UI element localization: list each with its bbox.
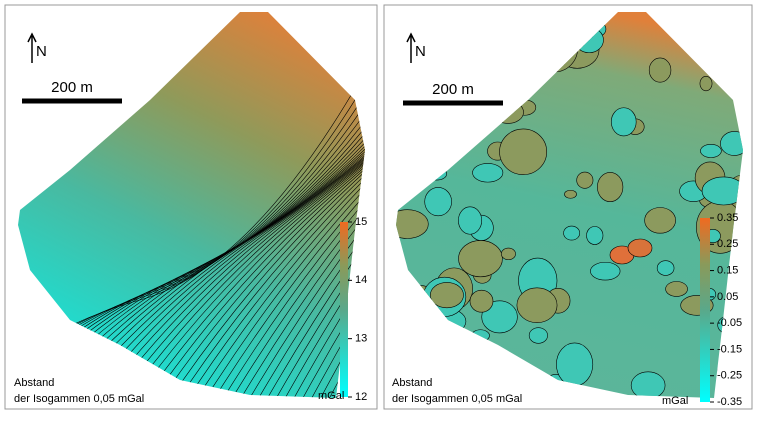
contour-blob [644, 207, 676, 234]
colorbar-label: 13 [355, 333, 367, 345]
colorbar-label: 15 [355, 216, 367, 228]
contour-blob [597, 172, 624, 202]
contour-line [227, 12, 365, 398]
north-arrow [27, 32, 37, 63]
colorbar-label: -0.25 [717, 370, 742, 382]
contour-line [209, 12, 365, 398]
contour-blob [699, 75, 713, 92]
contour-blob [481, 300, 518, 334]
contour-line [110, 22, 365, 398]
north-label: N [36, 43, 47, 60]
contour-blob [528, 327, 548, 344]
caption: Abstand [392, 377, 432, 389]
colorbar-label: 14 [355, 274, 367, 286]
contour-line [83, 31, 365, 398]
colorbar-label: 0.25 [717, 238, 738, 250]
contour-blob [458, 206, 483, 235]
contour-line [101, 25, 365, 398]
contour-blob [701, 176, 743, 206]
caption: der Isogammen 0,05 mGal [392, 393, 522, 405]
contour-line [236, 12, 365, 398]
colorbar [340, 222, 348, 397]
contour-line [119, 19, 365, 398]
contour-line [74, 34, 365, 398]
contour-line [245, 12, 365, 398]
caption: der Isogammen 0,05 mGal [14, 393, 144, 405]
contour-line [254, 12, 365, 398]
caption: Abstand [14, 377, 54, 389]
contour-blob [586, 226, 604, 245]
contour-line [191, 12, 365, 398]
scale-label: 200 m [51, 79, 93, 96]
scale-label: 200 m [432, 81, 474, 98]
contour-blob [700, 144, 722, 158]
contour-blob [627, 238, 653, 258]
contour-blob [430, 282, 464, 309]
contour-blob [564, 189, 577, 199]
contour-blob [500, 247, 516, 261]
north-label: N [415, 43, 426, 60]
contour-blob [665, 281, 688, 297]
contour-line [200, 12, 365, 398]
unit-label: mGal [662, 395, 688, 407]
contour-blob [424, 187, 452, 217]
colorbar-label: 0.15 [717, 264, 738, 276]
north-arrow [406, 32, 416, 63]
colorbar-label: 0.35 [717, 212, 738, 224]
contour-line [18, 76, 365, 398]
contour-blob [563, 225, 581, 241]
contour-blob [472, 163, 504, 183]
contour-line [218, 12, 365, 398]
contour-line [155, 12, 365, 398]
contour-blob [648, 57, 672, 83]
colorbar [700, 218, 710, 402]
contour-line [281, 12, 365, 398]
contour-line [137, 13, 365, 398]
contour-line [173, 12, 365, 398]
contour-line [128, 16, 365, 398]
contour-line [182, 12, 365, 398]
contour-blob [590, 261, 621, 281]
colorbar-label: -0.15 [717, 343, 742, 355]
contour-line [65, 37, 365, 398]
colorbar-label: 0.05 [717, 291, 738, 303]
contour-line [272, 12, 365, 398]
unit-label: mGal [318, 390, 344, 402]
contour-line [92, 28, 365, 398]
colorbar-label: 12 [355, 391, 367, 403]
colorbar-label: -0.05 [717, 317, 742, 329]
colorbar-label: -0.35 [717, 396, 742, 408]
contour-blob [576, 171, 594, 189]
contour-blob [469, 289, 494, 313]
contour-blob [499, 128, 548, 175]
gravity-map [18, 12, 365, 398]
contour-blob [516, 287, 558, 323]
contour-line [146, 12, 365, 398]
contour-blob [630, 371, 666, 398]
contour-blob [556, 342, 594, 387]
contour-line [263, 12, 365, 398]
contour-blob [610, 107, 637, 137]
contour-blob [656, 260, 675, 276]
contour-blob [458, 240, 503, 278]
